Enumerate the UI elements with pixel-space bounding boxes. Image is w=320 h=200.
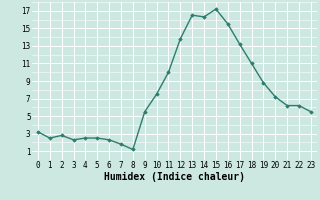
X-axis label: Humidex (Indice chaleur): Humidex (Indice chaleur): [104, 172, 245, 182]
